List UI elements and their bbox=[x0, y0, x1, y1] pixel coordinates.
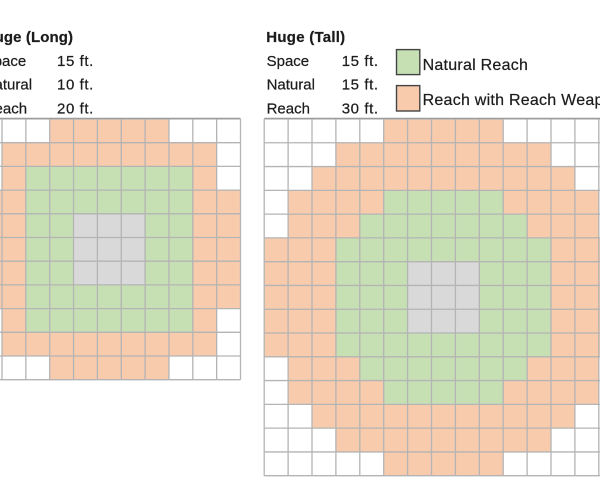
svg-text:Natural: Natural bbox=[0, 77, 32, 94]
svg-text:Space: Space bbox=[267, 53, 310, 70]
svg-text:Reach with Reach Weapons: Reach with Reach Weapons bbox=[423, 92, 600, 109]
svg-text:30 ft.: 30 ft. bbox=[342, 100, 379, 117]
svg-text:Natural: Natural bbox=[267, 77, 315, 94]
svg-text:Reach: Reach bbox=[0, 100, 27, 117]
svg-text:10 ft.: 10 ft. bbox=[57, 77, 94, 94]
svg-text:15 ft.: 15 ft. bbox=[57, 53, 94, 70]
svg-text:Huge (Long): Huge (Long) bbox=[0, 29, 73, 46]
svg-text:Natural Reach: Natural Reach bbox=[423, 57, 529, 74]
svg-text:15 ft.: 15 ft. bbox=[342, 77, 379, 94]
svg-text:Reach: Reach bbox=[267, 100, 310, 117]
svg-text:Space: Space bbox=[0, 53, 26, 70]
svg-text:20 ft.: 20 ft. bbox=[57, 100, 94, 117]
svg-text:15 ft.: 15 ft. bbox=[342, 53, 379, 70]
svg-text:Huge (Tall): Huge (Tall) bbox=[266, 29, 345, 46]
